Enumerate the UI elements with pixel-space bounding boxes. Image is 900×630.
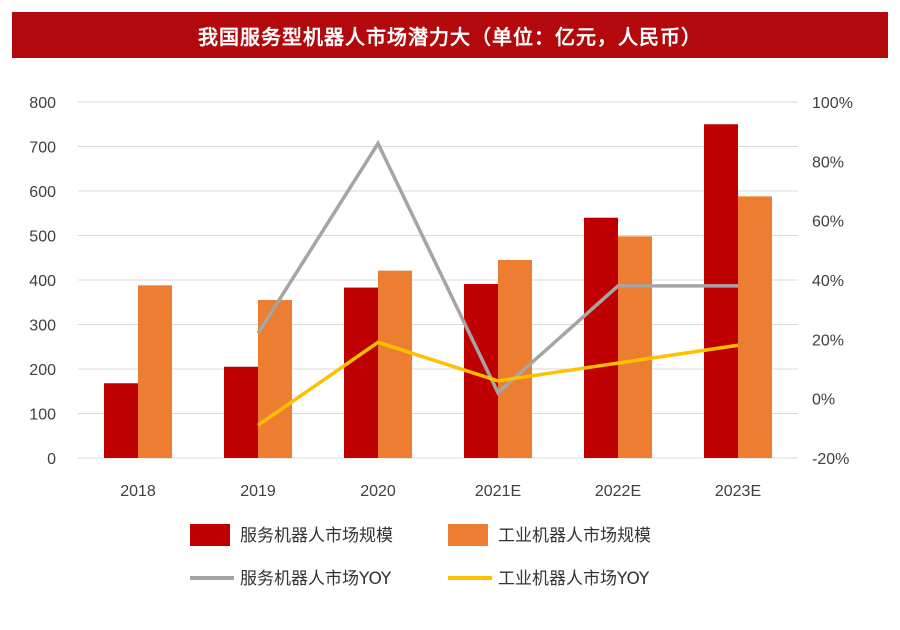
legend-swatch bbox=[448, 524, 488, 546]
x-tick-label: 2020 bbox=[360, 483, 396, 500]
bar-service bbox=[224, 366, 258, 458]
left-tick-label: 700 bbox=[29, 140, 56, 157]
left-tick-label: 500 bbox=[29, 229, 56, 246]
legend-label: 服务机器人市场规模 bbox=[240, 526, 393, 546]
left-tick-label: 600 bbox=[29, 184, 56, 201]
right-axis-ticks: -20% 0% 20% 40% 60% 80% 100% bbox=[812, 95, 853, 468]
left-tick-label: 800 bbox=[29, 95, 56, 112]
x-tick-label: 2022E bbox=[595, 483, 641, 500]
bar-industrial bbox=[138, 285, 172, 458]
left-tick-label: 200 bbox=[29, 362, 56, 379]
left-tick-label: 0 bbox=[47, 451, 56, 468]
left-tick-label: 100 bbox=[29, 407, 56, 424]
chart-title: 我国服务型机器人市场潜力大（单位：亿元，人民币） bbox=[12, 12, 888, 58]
bar-service bbox=[704, 124, 738, 458]
x-axis-ticks: 2018 2019 2020 2021E 2022E 2023E bbox=[120, 483, 761, 500]
x-tick-label: 2023E bbox=[715, 483, 761, 500]
right-tick-label: 20% bbox=[812, 332, 844, 349]
x-tick-label: 2019 bbox=[240, 483, 276, 500]
bar-service bbox=[104, 383, 138, 458]
x-tick-label: 2021E bbox=[475, 483, 521, 500]
bar-industrial bbox=[618, 236, 652, 458]
right-tick-label: 0% bbox=[812, 392, 835, 409]
bar-industrial bbox=[378, 270, 412, 458]
legend-label: 服务机器人市场YOY bbox=[240, 569, 392, 589]
left-axis-ticks: 0 100 200 300 400 500 600 700 800 bbox=[29, 95, 56, 468]
bar-industrial bbox=[498, 259, 532, 458]
x-tick-label: 2018 bbox=[120, 483, 156, 500]
left-tick-label: 400 bbox=[29, 273, 56, 290]
industrial-yoy-line bbox=[257, 340, 739, 427]
legend-label: 工业机器人市场YOY bbox=[498, 569, 650, 589]
bar-service bbox=[344, 287, 378, 458]
left-tick-label: 300 bbox=[29, 318, 56, 335]
legend-label: 工业机器人市场规模 bbox=[498, 526, 651, 546]
bars bbox=[104, 124, 772, 458]
right-tick-label: 60% bbox=[812, 214, 844, 231]
bar-industrial bbox=[738, 196, 772, 458]
gridlines bbox=[78, 101, 798, 459]
service-yoy-line bbox=[256, 139, 738, 396]
bar-service bbox=[584, 217, 618, 458]
right-tick-label: -20% bbox=[812, 451, 849, 468]
legend-swatch bbox=[190, 524, 230, 546]
right-tick-label: 40% bbox=[812, 273, 844, 290]
lines bbox=[256, 139, 739, 427]
right-tick-label: 100% bbox=[812, 95, 853, 112]
right-tick-label: 80% bbox=[812, 154, 844, 171]
